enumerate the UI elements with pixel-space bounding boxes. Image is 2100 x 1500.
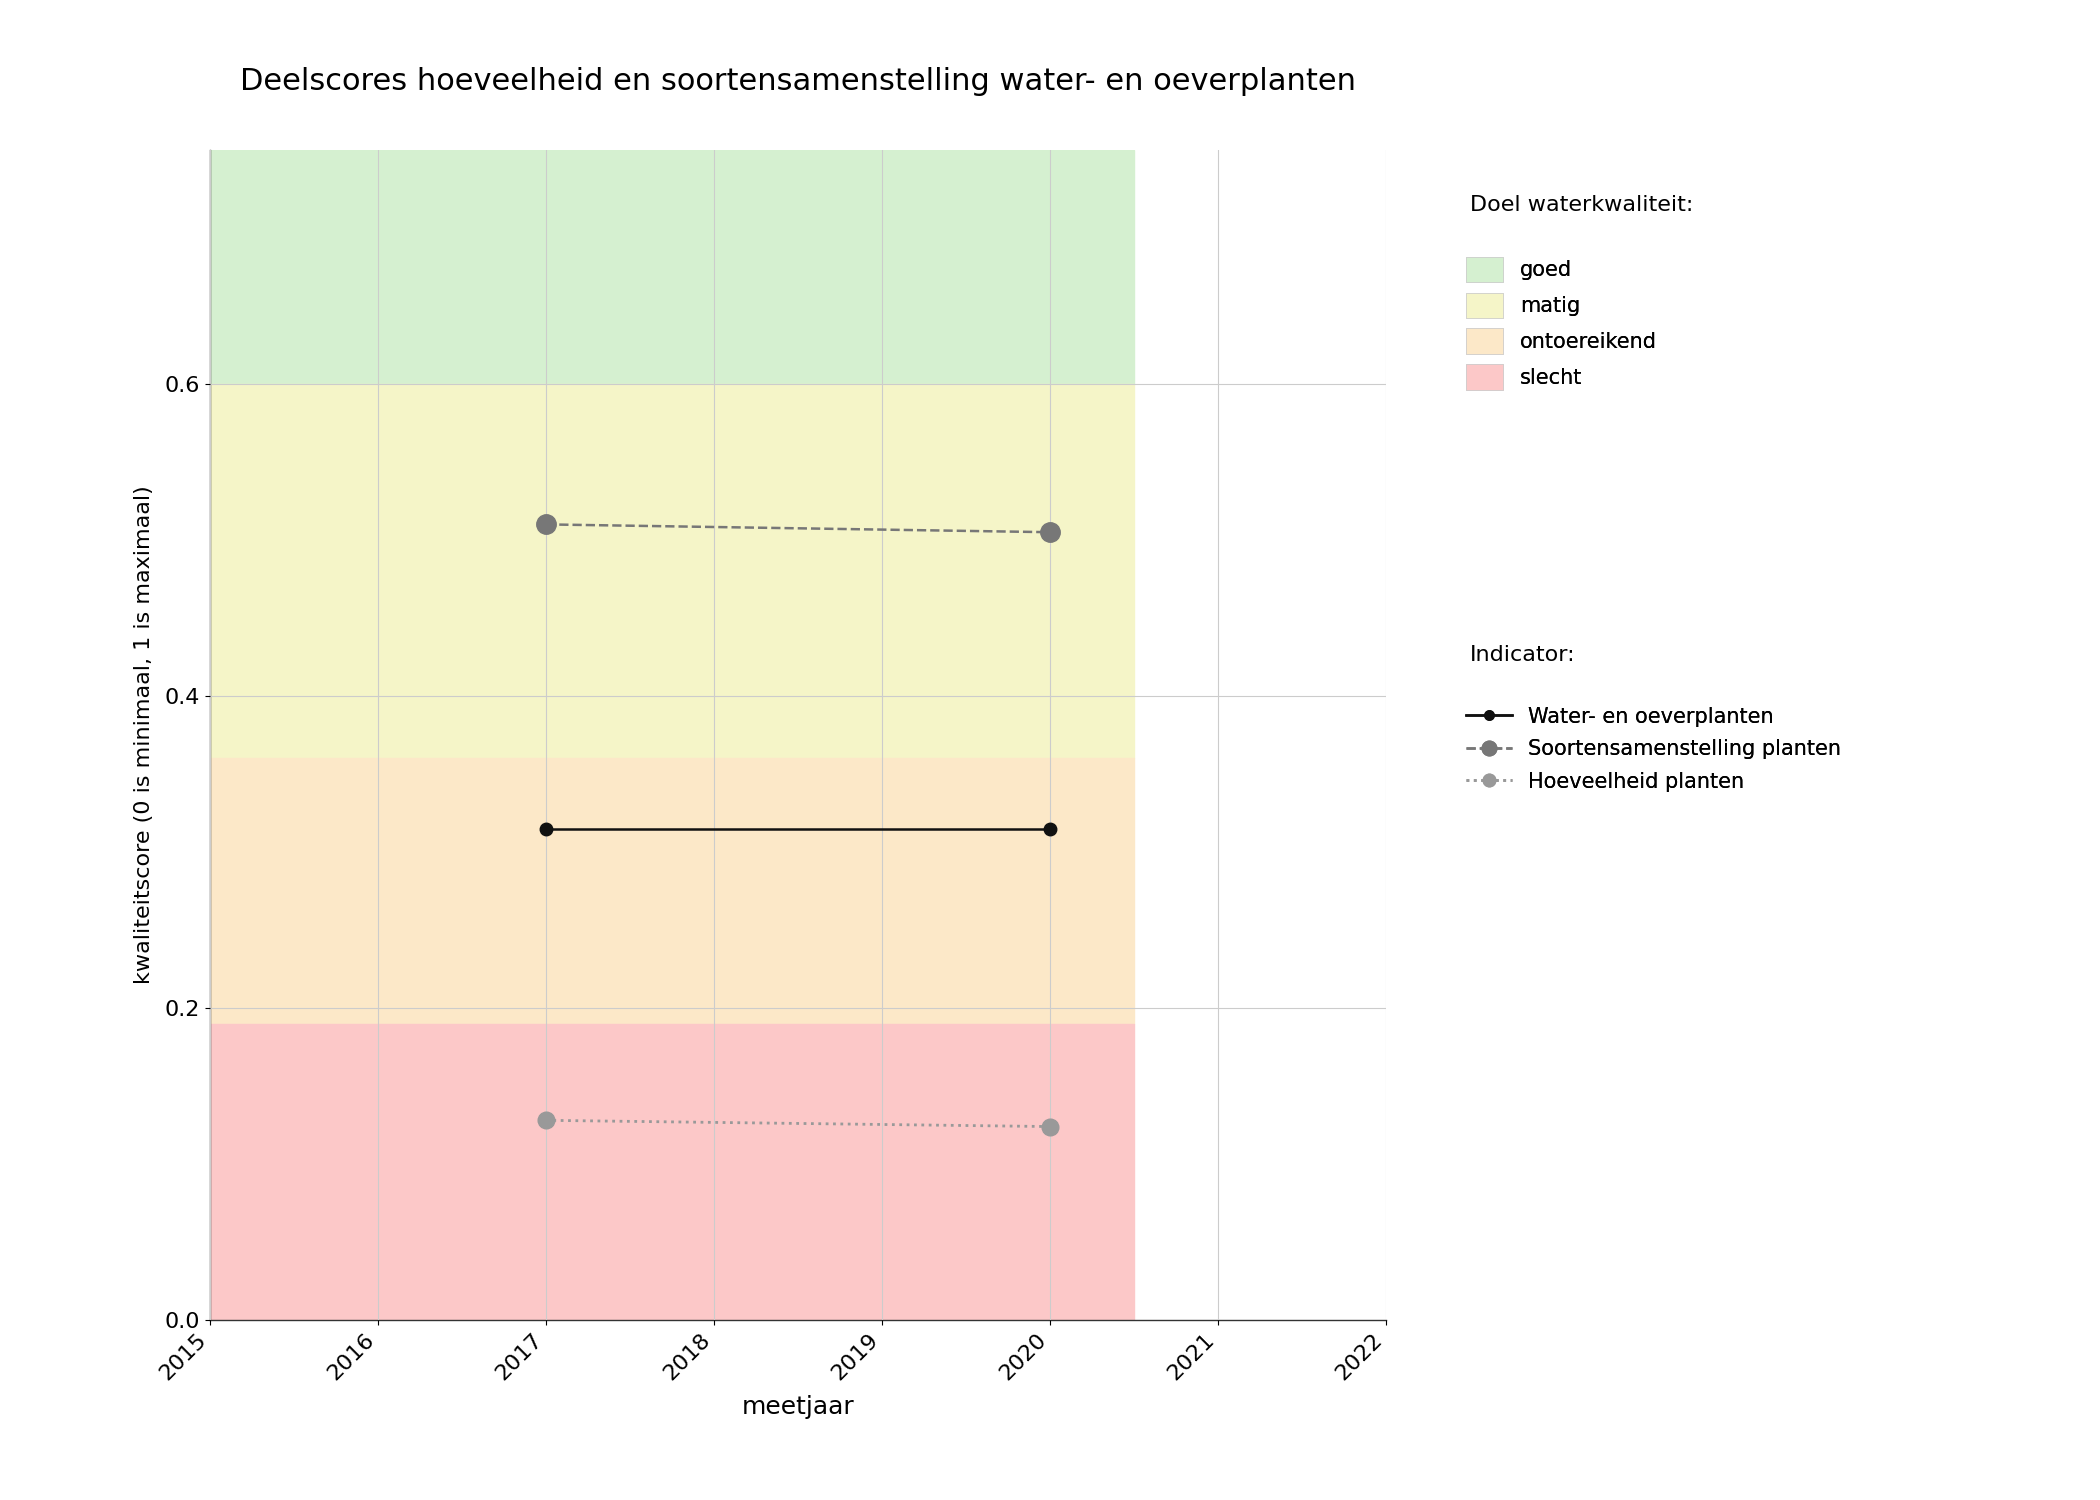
Legend: Water- en oeverplanten, Soortensamenstelling planten, Hoeveelheid planten: Water- en oeverplanten, Soortensamenstel…	[1460, 700, 1848, 798]
Text: Doel waterkwaliteit:: Doel waterkwaliteit:	[1470, 195, 1693, 214]
X-axis label: meetjaar: meetjaar	[741, 1395, 855, 1419]
Bar	[210, 759, 1134, 1023]
Text: Indicator:: Indicator:	[1470, 645, 1575, 664]
Bar	[210, 384, 1134, 759]
Bar	[210, 150, 1134, 384]
Y-axis label: kwaliteitscore (0 is minimaal, 1 is maximaal): kwaliteitscore (0 is minimaal, 1 is maxi…	[134, 486, 153, 984]
Text: Deelscores hoeveelheid en soortensamenstelling water- en oeverplanten: Deelscores hoeveelheid en soortensamenst…	[239, 68, 1357, 96]
Bar	[210, 1023, 1134, 1320]
Legend: goed, matig, ontoereikend, slecht: goed, matig, ontoereikend, slecht	[1460, 251, 1663, 396]
